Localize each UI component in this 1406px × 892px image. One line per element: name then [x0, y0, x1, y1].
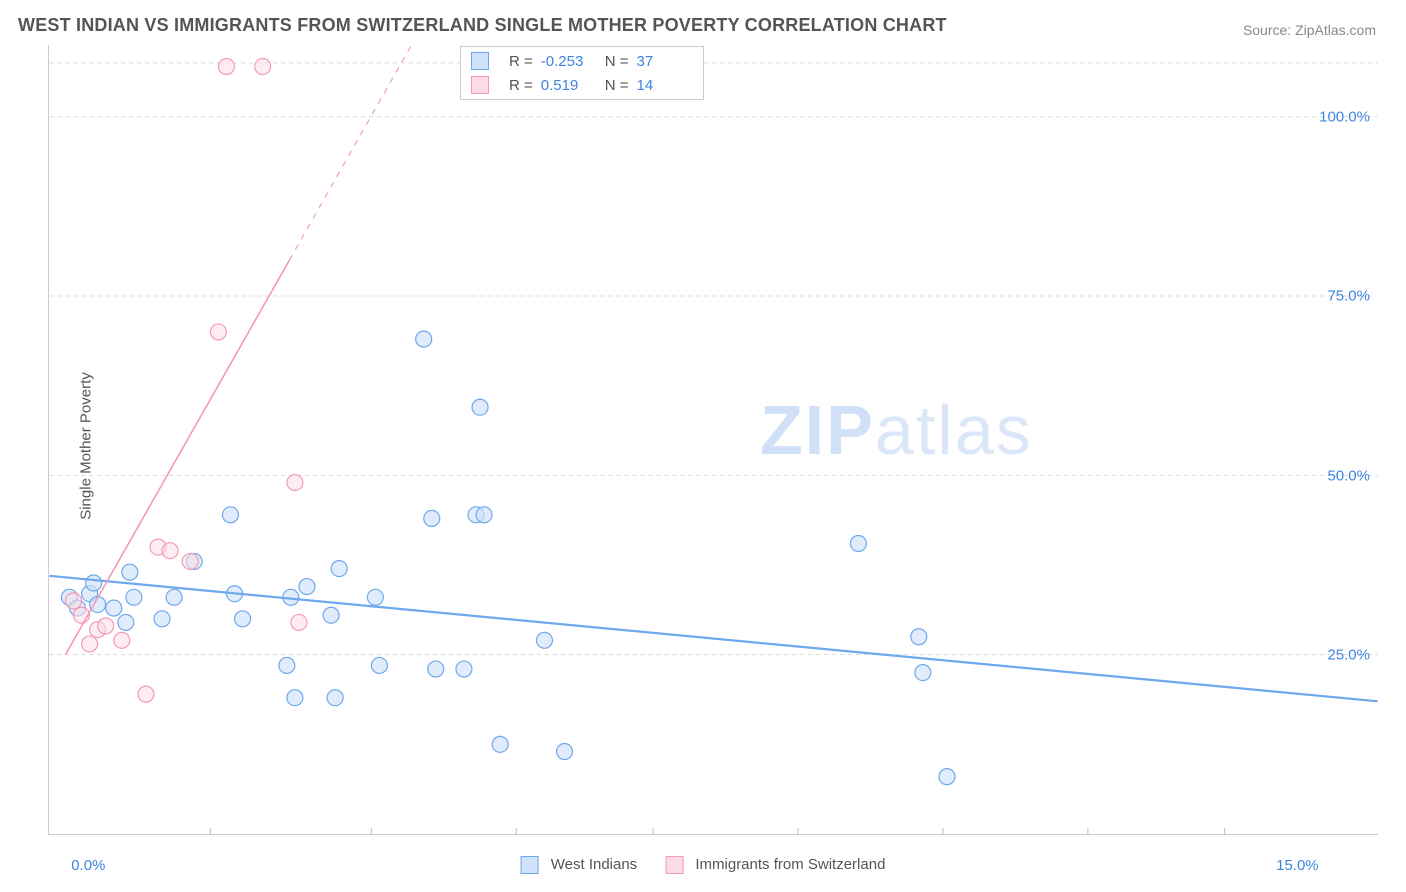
stats-legend-row-0: R = -0.253 N = 37 [461, 49, 703, 73]
y-tick-label: 50.0% [1327, 467, 1370, 484]
x-tick-label: 0.0% [71, 857, 105, 874]
n-label: N = [605, 77, 629, 94]
n-value-0: 37 [637, 53, 689, 70]
n-label: N = [605, 53, 629, 70]
legend-swatch-blue [471, 52, 489, 70]
r-label: R = [509, 53, 533, 70]
legend-item-0: West Indians [521, 856, 638, 874]
legend-item-1: Immigrants from Switzerland [665, 856, 885, 874]
r-value-1: 0.519 [541, 77, 593, 94]
chart-root: WEST INDIAN VS IMMIGRANTS FROM SWITZERLA… [0, 0, 1406, 892]
r-value-0: -0.253 [541, 53, 593, 70]
legend-swatch-pink [471, 76, 489, 94]
plot-area [48, 45, 1378, 835]
legend-label-0: West Indians [551, 856, 637, 873]
r-label: R = [509, 77, 533, 94]
y-tick-label: 100.0% [1319, 108, 1370, 125]
chart-title: WEST INDIAN VS IMMIGRANTS FROM SWITZERLA… [18, 15, 947, 36]
scatter-svg [49, 45, 1378, 834]
stats-legend-row-1: R = 0.519 N = 14 [461, 73, 703, 97]
x-tick-label: 15.0% [1276, 857, 1319, 874]
series-legend: West Indians Immigrants from Switzerland [521, 856, 886, 874]
stats-legend: R = -0.253 N = 37 R = 0.519 N = 14 [460, 46, 704, 100]
legend-swatch-pink [665, 856, 683, 874]
y-tick-label: 75.0% [1327, 288, 1370, 305]
legend-swatch-blue [521, 856, 539, 874]
legend-label-1: Immigrants from Switzerland [695, 856, 885, 873]
source-label: Source: ZipAtlas.com [1243, 22, 1376, 38]
n-value-1: 14 [637, 77, 689, 94]
y-tick-label: 25.0% [1327, 647, 1370, 664]
